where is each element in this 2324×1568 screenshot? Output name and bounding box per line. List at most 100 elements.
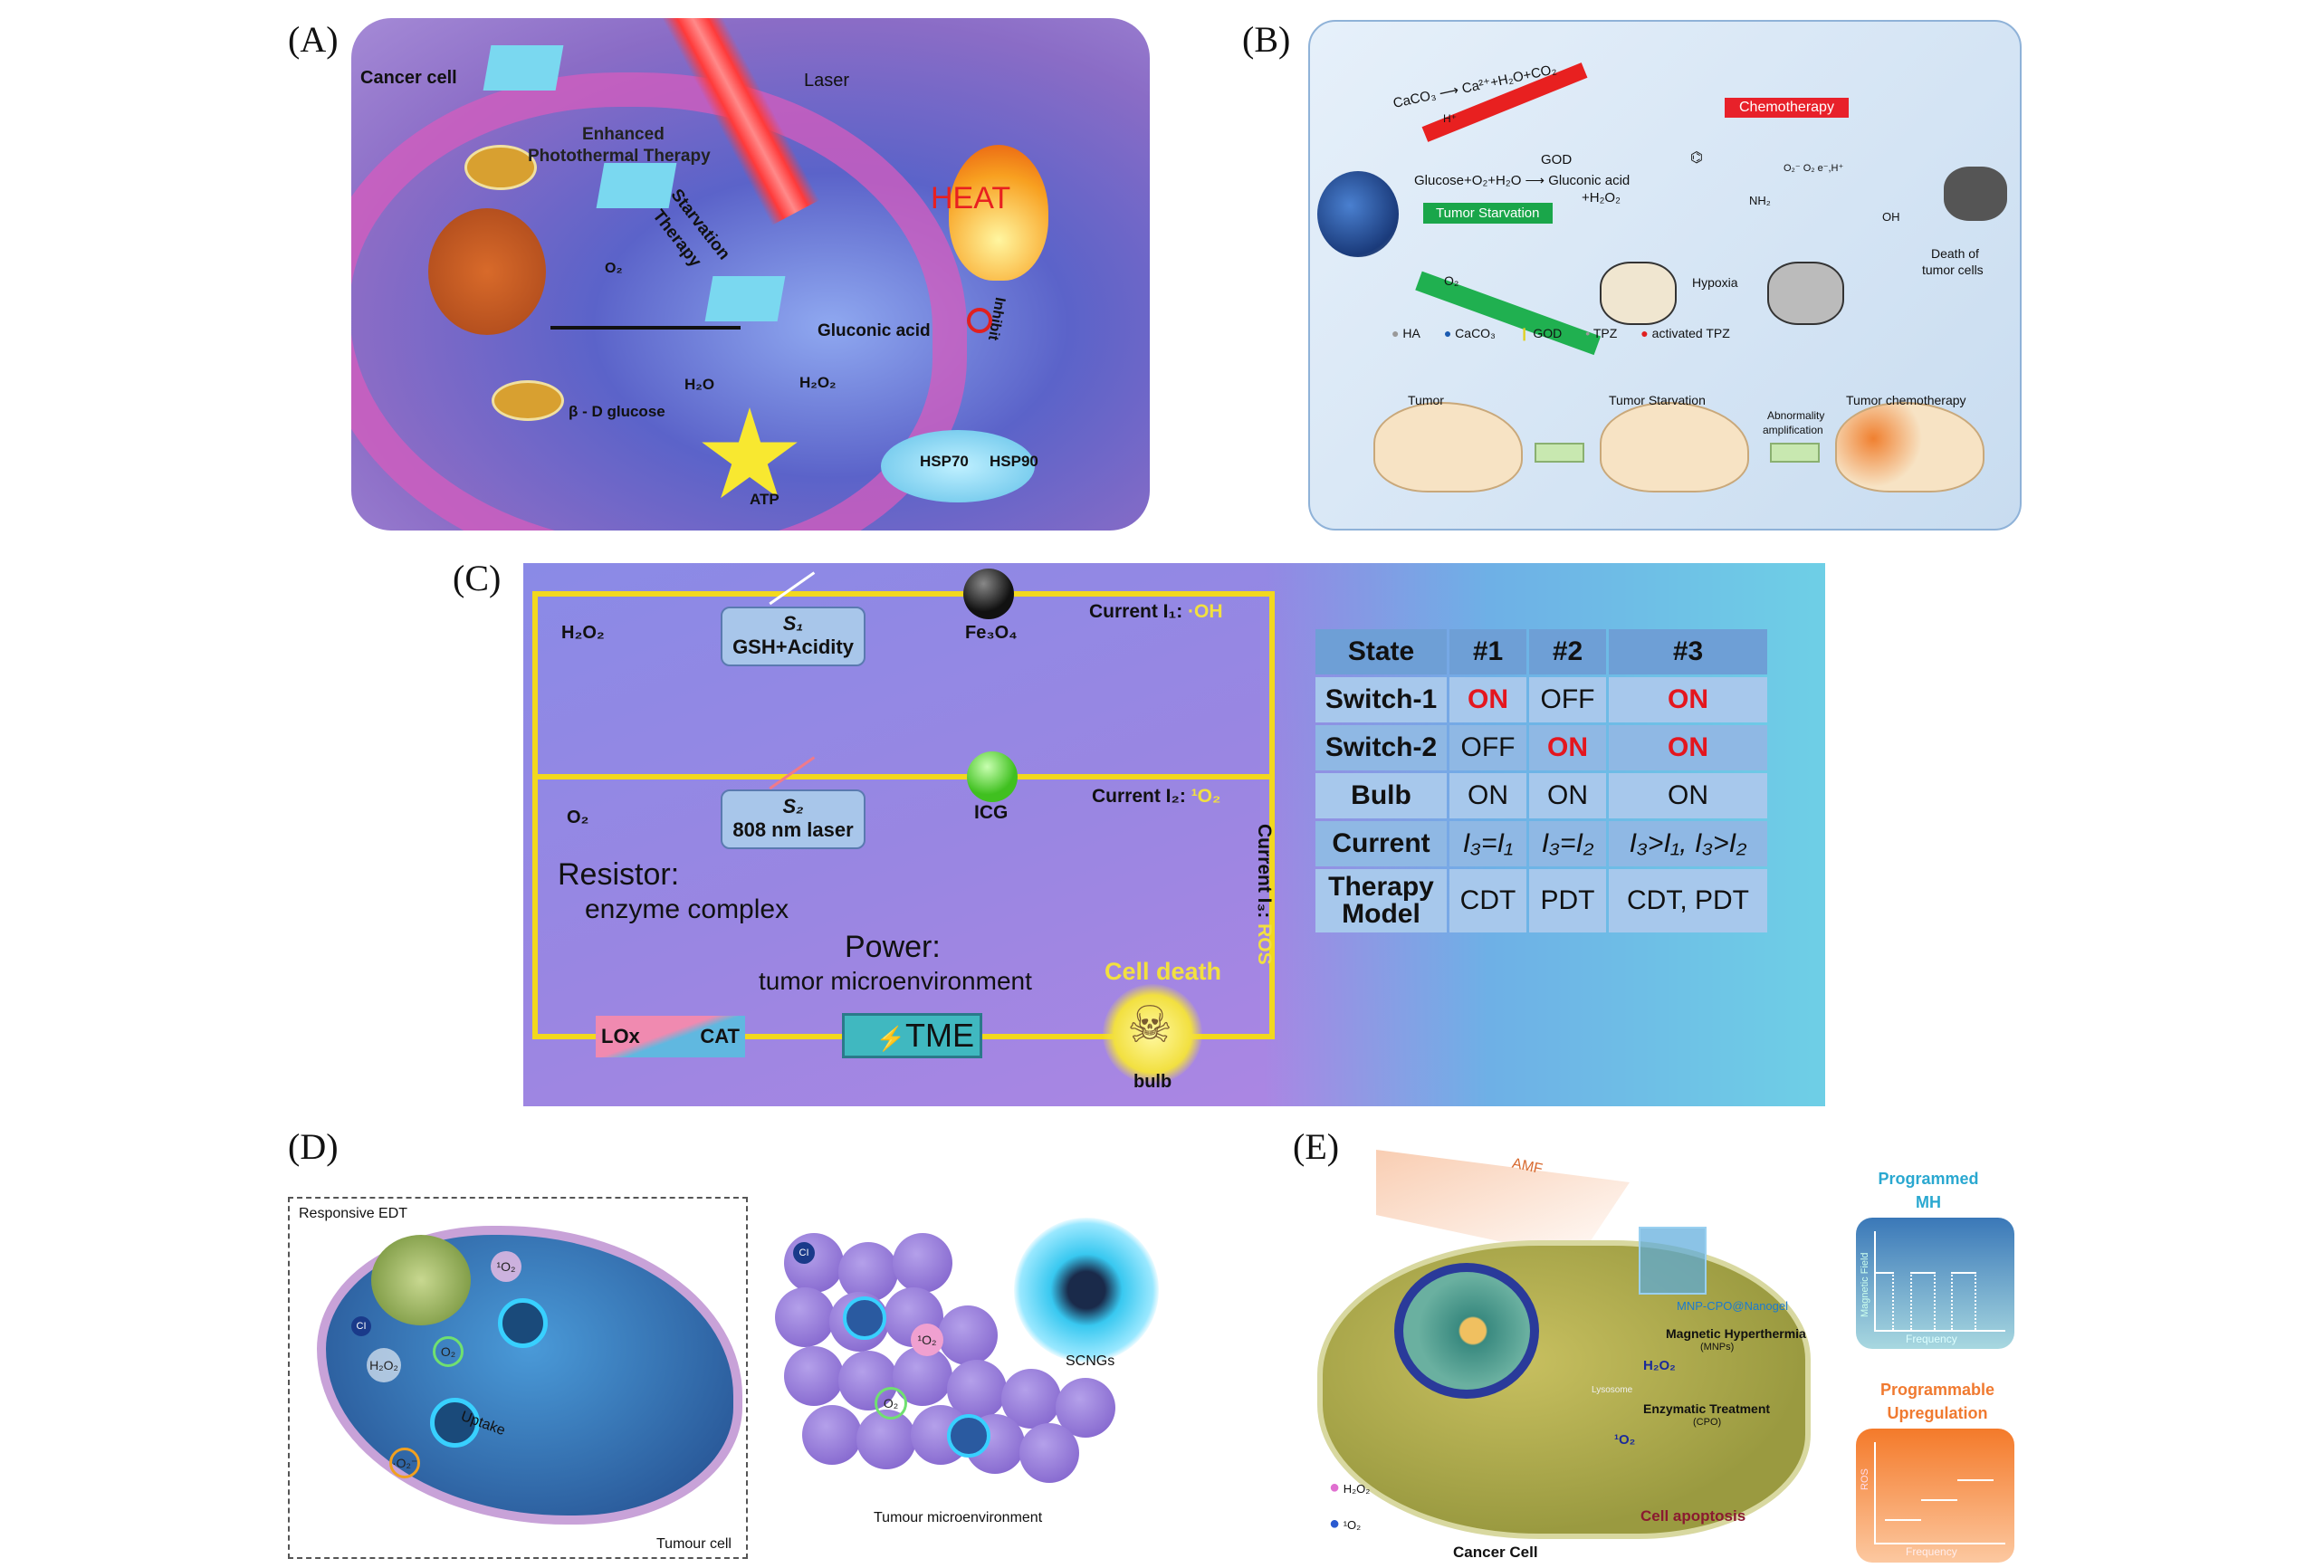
pulse — [1951, 1272, 1976, 1330]
legend-activated-tpz: ● activated TPZ — [1640, 326, 1730, 340]
label-tumour-microenvironment: Tumour microenvironment — [874, 1510, 1043, 1525]
label-cell-death: Cell death — [1105, 958, 1222, 985]
hsp-proteins — [881, 430, 1035, 502]
mh-graph: Magnetic Field Frequency — [1856, 1218, 2014, 1349]
table-row: Therapy Model CDT PDT CDT, PDT — [1315, 869, 1767, 932]
chemotherapy-badge: Chemotherapy — [1725, 98, 1849, 118]
panel-a-starvation-ptt: Cancer cell Laser Enhanced Photothermal … — [351, 18, 1150, 531]
legend-tpz: • TPZ — [1585, 326, 1618, 340]
nanogel — [947, 1414, 990, 1458]
switch-1-box[interactable]: S₁ GSH+Acidity — [721, 607, 866, 666]
panel-label-a: (A) — [288, 19, 339, 60]
table-cell: ON — [1609, 677, 1767, 722]
x-axis — [1874, 1543, 2005, 1544]
legend-singlet-o2: ● ¹O₂ — [1329, 1514, 1362, 1534]
table-cell: I₃>I₁, I₃>I₂ — [1609, 821, 1767, 866]
fe3o4-sphere — [963, 569, 1014, 619]
label-power: Power: — [845, 930, 941, 964]
label-cpo: (CPO) — [1693, 1417, 1722, 1428]
o2-bubble: O₂ — [433, 1336, 464, 1367]
ci-marker: CI — [351, 1316, 371, 1336]
label-enzymatic-treatment: Enzymatic Treatment — [1643, 1401, 1771, 1416]
panel-d-responsive-edt: H₂O₂ O₂ ¹O₂ ·O₂⁻ CI Uptake Responsive ED… — [288, 1197, 748, 1559]
tpz-structure: ⌬ — [1690, 150, 1703, 166]
ros-graph: ROS Frequency — [1856, 1429, 2014, 1563]
panel-label-d: (D) — [288, 1126, 339, 1167]
label-scngs: SCNGs — [1066, 1353, 1115, 1369]
label-nanogel: MNP-CPO@Nanogel — [1677, 1299, 1789, 1313]
green-arrow — [1415, 271, 1602, 356]
label-death: Death of — [1931, 246, 1979, 261]
nucleus — [1394, 1263, 1539, 1399]
resistor-lox-cat: LOx CAT — [596, 1016, 745, 1057]
label-h-plus: H⁺ — [1443, 112, 1457, 125]
label-oh: OH — [1882, 210, 1900, 224]
label-bulb: bulb — [1133, 1072, 1172, 1092]
label-icg: ICG — [974, 802, 1009, 823]
label-h2o2: H₂O₂ — [799, 374, 837, 391]
label-o2: O₂ — [567, 808, 589, 827]
label-resistor: Resistor: — [558, 857, 680, 892]
nanoparticle — [1317, 171, 1399, 257]
label-current-2: Current I₂: ¹O₂ — [1092, 786, 1221, 807]
label-atp: ATP — [750, 491, 779, 508]
label-tumor-cells: tumor cells — [1922, 263, 1984, 277]
header-cell: #1 — [1449, 629, 1526, 674]
table-cell: OFF — [1449, 725, 1526, 770]
tumour-microenvironment-cluster: CI ¹O₂ O₂ — [775, 1233, 1146, 1505]
table-cell: CDT, PDT — [1609, 869, 1767, 932]
table-cell: CDT — [1449, 869, 1526, 932]
label-singlet-o2: ¹O₂ — [1614, 1432, 1636, 1448]
label-amplification: amplification — [1763, 424, 1823, 436]
icg-sphere — [967, 751, 1018, 802]
label-cancer-cell: Cancer cell — [360, 68, 457, 88]
table-cell: I₃=I₂ — [1529, 821, 1606, 866]
label-h2o: H₂O — [684, 376, 715, 393]
scng-nanogel-icon — [1014, 1218, 1159, 1362]
label-gluconic-acid: Gluconic acid — [818, 321, 931, 340]
label-lysosome: Lysosome — [1592, 1385, 1633, 1395]
label-o2: O₂ — [1444, 273, 1459, 288]
golgi-organelle — [371, 1235, 471, 1325]
skull-icon: ☠ — [1127, 996, 1173, 1053]
wire-right — [1269, 591, 1275, 1039]
mitochondrion — [464, 145, 537, 190]
legend-caco3: ● CaCO₃ — [1443, 326, 1496, 340]
superoxide-bubble: ·O₂⁻ — [389, 1448, 420, 1478]
label-god: GOD — [1541, 152, 1573, 167]
row-header: Switch-1 — [1315, 677, 1447, 722]
dead-cells — [1944, 167, 2007, 221]
step — [1957, 1479, 1994, 1481]
wire-mid — [532, 774, 1275, 779]
battery-tme: ⚡TME — [842, 1013, 982, 1058]
axis-label-frequency: Frequency — [1906, 1545, 1957, 1558]
switch-2-box[interactable]: S₂ 808 nm laser — [721, 789, 866, 849]
label-tumor-chemo: Tumor chemotherapy — [1846, 393, 1966, 407]
label-responsive-edt: Responsive EDT — [299, 1206, 408, 1221]
nanogel-cube — [1639, 1227, 1707, 1295]
pulse — [1876, 1272, 1894, 1330]
label-programmed: Programmed — [1878, 1170, 1979, 1188]
row-header: Bulb — [1315, 773, 1447, 818]
table-cell: ON — [1609, 773, 1767, 818]
legend-ha: ● HA — [1392, 326, 1420, 340]
label-o2: O₂ — [605, 261, 623, 276]
panel-label-b: (B) — [1242, 19, 1291, 60]
label-h2o2: +H₂O₂ — [1582, 190, 1621, 206]
o2-bubble: O₂ — [875, 1387, 907, 1420]
label-enzyme-complex: enzyme complex — [585, 894, 789, 924]
y-axis — [1874, 1231, 1876, 1331]
nanosheet — [596, 163, 677, 208]
label-current-3: Current I₃: ROS — [1254, 824, 1275, 965]
label-tumor-starvation: Tumor Starvation — [1609, 393, 1706, 407]
mouse-3 — [1835, 402, 1984, 492]
cancer-cell-illustration — [1317, 1240, 1811, 1539]
table-cell: ON — [1529, 725, 1606, 770]
table-cell: ON — [1449, 773, 1526, 818]
glucose-reaction: Glucose+O₂+H₂O ⟶ Gluconic acid — [1414, 173, 1631, 188]
legend: ● HA ● CaCO₃ ❙ GOD • TPZ ● activated TPZ — [1392, 326, 1730, 341]
label-laser: Laser — [804, 71, 850, 91]
table-row: Switch-1 ON OFF ON — [1315, 677, 1767, 722]
nucleus — [428, 208, 546, 335]
fire-icon — [949, 145, 1048, 281]
